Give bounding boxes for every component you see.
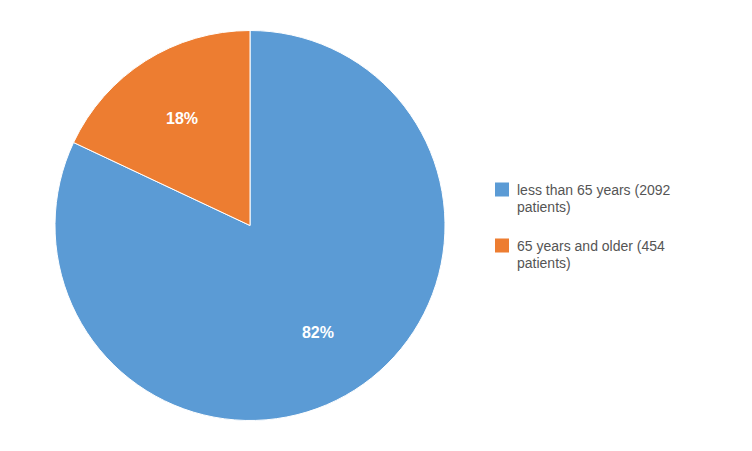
legend-label-line: 65 years and older (454 bbox=[517, 238, 665, 254]
slices bbox=[55, 31, 445, 421]
legend-label-line: less than 65 years (2092 bbox=[517, 182, 671, 198]
legend-swatch bbox=[495, 239, 509, 253]
legend-swatch bbox=[495, 183, 509, 197]
data-label: 18% bbox=[166, 110, 198, 127]
data-label: 82% bbox=[302, 324, 334, 341]
slice bbox=[55, 31, 445, 421]
legend-item: less than 65 years (2092patients) bbox=[495, 182, 671, 215]
legend-label: less than 65 years (2092patients) bbox=[517, 182, 671, 215]
data-labels: 82% 18% bbox=[166, 110, 334, 341]
legend-label-line: patients) bbox=[517, 199, 571, 215]
legend-label-line: patients) bbox=[517, 255, 571, 271]
legend-label: 65 years and older (454patients) bbox=[517, 238, 665, 271]
slice bbox=[74, 31, 250, 226]
pie: 82% 18% bbox=[55, 31, 445, 421]
chart: 82%18%less than 65 years (2092patients)6… bbox=[0, 0, 752, 451]
legend: less than 65 years (2092patients)65 year… bbox=[495, 182, 671, 271]
legend-item: 65 years and older (454patients) bbox=[495, 238, 665, 271]
